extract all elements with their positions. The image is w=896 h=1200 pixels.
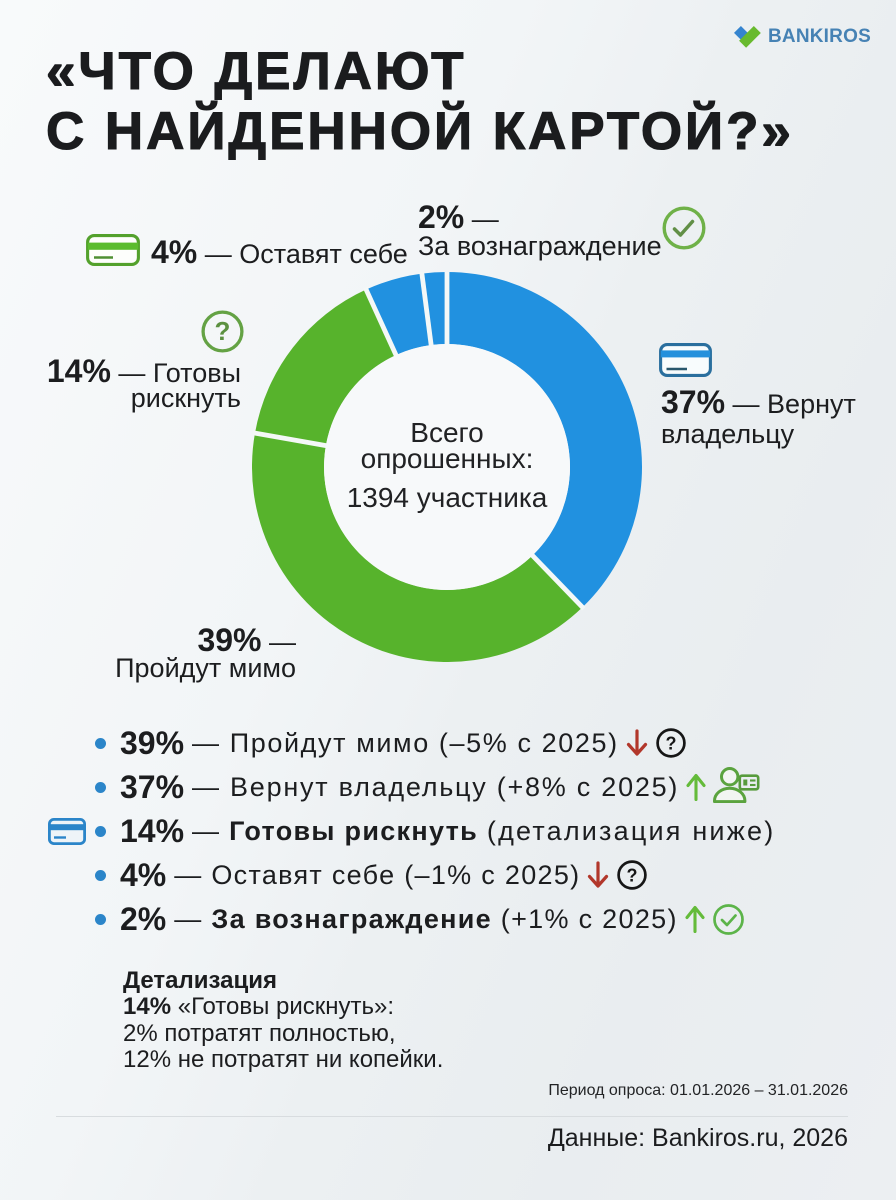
- svg-text:?: ?: [665, 734, 676, 754]
- svg-text:?: ?: [627, 866, 638, 886]
- svg-text:?: ?: [215, 316, 231, 346]
